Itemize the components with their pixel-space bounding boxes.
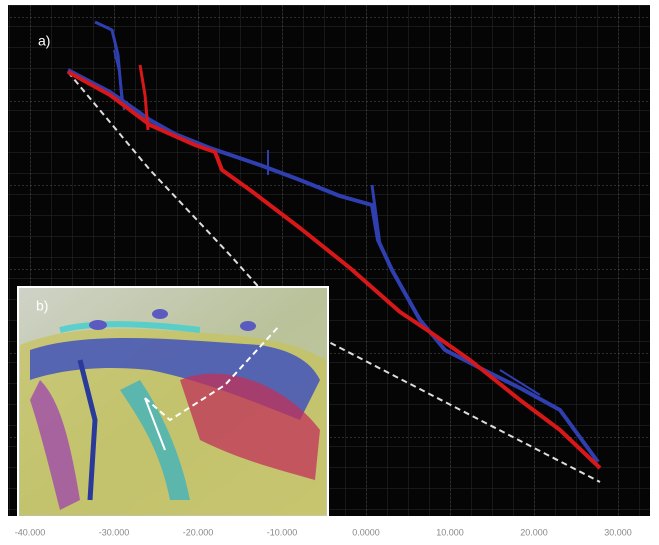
x-tick-label: 10.000 <box>436 527 464 537</box>
panel-label: b) <box>36 298 48 314</box>
blue-trace <box>67 20 600 464</box>
panel-label: a) <box>38 33 50 49</box>
x-tick-label: -30.000 <box>99 527 130 537</box>
red-trace <box>67 64 602 470</box>
x-tick-label: -10.000 <box>267 527 298 537</box>
inset-image <box>17 286 329 518</box>
dashed-profile <box>67 71 601 483</box>
x-tick-label: 30.000 <box>604 527 632 537</box>
x-axis: -40.000 -30.000 -20.000 -10.000 0.0000 10.000… <box>15 527 632 537</box>
x-tick-label: 0.0000 <box>352 527 380 537</box>
x-tick-label: 20.000 <box>520 527 548 537</box>
x-tick-label: -40.000 <box>15 527 46 537</box>
x-tick-label: -20.000 <box>183 527 214 537</box>
